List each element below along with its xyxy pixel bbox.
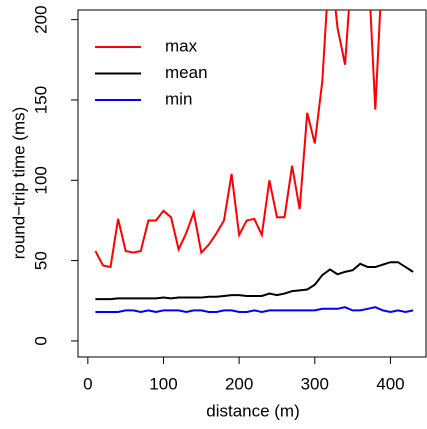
x-tick-label: 300: [301, 374, 329, 393]
legend-label: mean: [165, 63, 208, 82]
plot-area: [94, 10, 414, 314]
series-line: [95, 306, 414, 314]
y-tick-label: 100: [31, 166, 50, 194]
legend-label: min: [165, 89, 192, 108]
legend-label: max: [165, 36, 198, 55]
x-tick-label: 100: [149, 374, 177, 393]
y-tick-label: 50: [31, 251, 50, 270]
x-axis-label: distance (m): [206, 401, 300, 420]
series-line: [94, 10, 382, 269]
y-tick-label: 200: [31, 5, 50, 33]
x-tick-label: 0: [83, 374, 92, 393]
y-axis-label: round−trip time (ms): [9, 107, 28, 260]
x-tick-label: 400: [376, 374, 404, 393]
y-tick-label: 0: [31, 336, 50, 345]
x-tick-label: 200: [225, 374, 253, 393]
y-tick-label: 150: [31, 86, 50, 114]
series-line: [95, 261, 414, 301]
